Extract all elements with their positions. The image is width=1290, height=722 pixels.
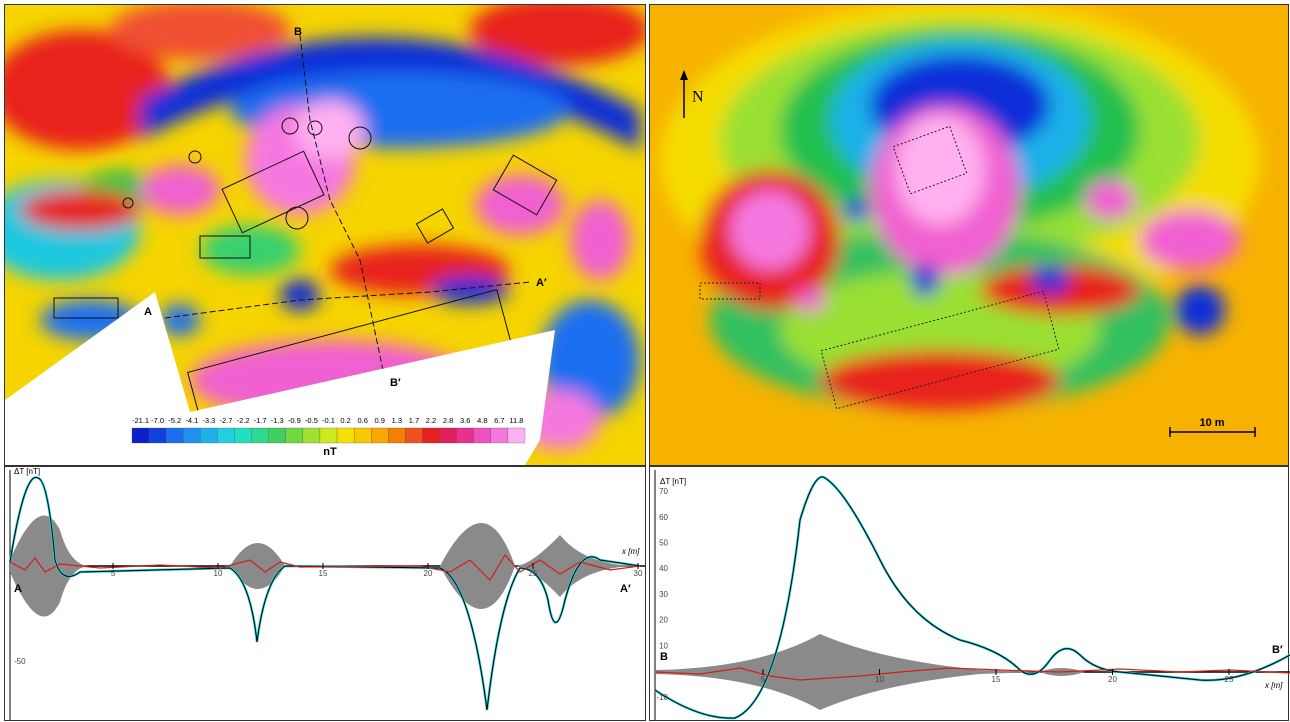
x-axis-label: x [m] bbox=[621, 547, 640, 556]
colorbar-swatch bbox=[490, 427, 509, 444]
colorbar-label: 0.6 bbox=[357, 416, 367, 425]
x-tick-label: 5 bbox=[111, 569, 116, 578]
x-tick-label: 5 bbox=[761, 675, 766, 684]
y-tick-label: 50 bbox=[659, 539, 668, 548]
colorbar-swatch bbox=[251, 427, 269, 444]
x-tick-label: 25 bbox=[529, 569, 538, 578]
colorbar-swatch bbox=[336, 427, 355, 444]
x-tick-label: 25 bbox=[1225, 675, 1234, 684]
colorbar-swatch bbox=[473, 427, 491, 444]
colorbar-label: 0.2 bbox=[340, 416, 350, 425]
colorbar-label: -1.7 bbox=[254, 416, 267, 425]
colorbar-label: -0.1 bbox=[322, 416, 335, 425]
colorbar-label: 2.8 bbox=[443, 416, 453, 425]
x-tick-label: 30 bbox=[634, 569, 643, 578]
colorbar-swatch bbox=[200, 427, 218, 444]
x-tick-label: 10 bbox=[214, 569, 223, 578]
profile-a-plot bbox=[8, 470, 645, 720]
colorbar-label: -0.9 bbox=[288, 416, 301, 425]
y-axis-label: ΔT [nT] bbox=[14, 467, 40, 476]
y-tick-label: 40 bbox=[659, 564, 668, 573]
panel-frames bbox=[4, 4, 1289, 721]
profile-label: B′ bbox=[390, 377, 401, 389]
measured-map bbox=[5, 5, 645, 465]
colorbar-swatch bbox=[217, 427, 235, 444]
profile-end: B′ bbox=[1272, 644, 1283, 656]
colorbar-swatch bbox=[388, 427, 406, 444]
colorbar-label: 4.8 bbox=[477, 416, 487, 425]
scale-bar bbox=[1169, 427, 1256, 437]
y-axis-label: ΔT [nT] bbox=[660, 477, 686, 486]
colorbar-swatch bbox=[131, 427, 150, 444]
north-label: N bbox=[692, 89, 704, 106]
x-tick-label: 10 bbox=[875, 675, 884, 684]
y-tick-label: 20 bbox=[659, 616, 668, 625]
colorbar-label: -2.2 bbox=[237, 416, 250, 425]
y-tick-label: 70 bbox=[659, 487, 668, 496]
profile-label: A bbox=[144, 306, 152, 318]
colorbar-label: 6.7 bbox=[494, 416, 504, 425]
colorbar-label: 1.3 bbox=[392, 416, 402, 425]
x-axis-label: x [m] bbox=[1264, 681, 1283, 690]
colorbar-label: 11.8 bbox=[509, 416, 523, 425]
profile-label: A′ bbox=[536, 277, 547, 289]
y-tick-label: -50 bbox=[14, 657, 26, 666]
colorbar-label: -4.1 bbox=[185, 416, 198, 425]
colorbar-swatch bbox=[166, 427, 184, 444]
profile-b-plot bbox=[654, 470, 1290, 720]
colorbar-swatch bbox=[148, 427, 167, 444]
colorbar-unit: nT bbox=[323, 446, 337, 458]
y-tick-label: 10 bbox=[659, 641, 668, 650]
y-tick-label: 30 bbox=[659, 590, 668, 599]
colorbar-swatch bbox=[319, 427, 338, 444]
colorbar-label: -1.3 bbox=[271, 416, 284, 425]
colorbar-swatch bbox=[507, 427, 526, 444]
profile-start: A bbox=[14, 583, 22, 595]
y-tick-label: -10 bbox=[656, 693, 668, 702]
colorbar-label: -0.5 bbox=[305, 416, 318, 425]
model-map bbox=[650, 5, 1288, 465]
scale-label: 10 m bbox=[1199, 417, 1224, 429]
colorbar-label: 2.2 bbox=[426, 416, 436, 425]
colorbar-label: -3.3 bbox=[202, 416, 215, 425]
colorbar-swatch bbox=[405, 427, 423, 444]
colorbar-label: -21.1 bbox=[132, 416, 149, 425]
colorbar-label: 3.6 bbox=[460, 416, 470, 425]
colorbar-label: -5.2 bbox=[168, 416, 181, 425]
colorbar-label: -2.7 bbox=[220, 416, 233, 425]
colorbar-label: 0.9 bbox=[375, 416, 385, 425]
colorbar-swatch bbox=[439, 427, 457, 444]
x-tick-label: 15 bbox=[992, 675, 1001, 684]
colorbar: -21.1 -7.0 -5.2 -4.1 -3.3 -2.7 -2.2 -1.7 -1.3 -0.… bbox=[131, 416, 526, 444]
colorbar-swatch bbox=[302, 427, 321, 444]
colorbar-swatch bbox=[268, 427, 286, 444]
colorbar-swatch bbox=[285, 427, 304, 444]
colorbar-label: 1.7 bbox=[409, 416, 419, 425]
y-tick-label: 60 bbox=[659, 513, 668, 522]
colorbar-swatch bbox=[422, 427, 440, 444]
profile-end: A′ bbox=[620, 583, 631, 595]
profile-start: B bbox=[660, 651, 668, 663]
colorbar-swatch bbox=[371, 427, 389, 444]
colorbar-swatch bbox=[234, 427, 252, 444]
colorbar-swatch bbox=[456, 427, 474, 444]
x-tick-label: 20 bbox=[424, 569, 433, 578]
x-tick-label: 20 bbox=[1108, 675, 1117, 684]
x-tick-label: 15 bbox=[319, 569, 328, 578]
colorbar-label: -7.0 bbox=[151, 416, 164, 425]
colorbar-swatch bbox=[183, 427, 201, 444]
colorbar-swatch bbox=[353, 427, 372, 444]
north-arrow bbox=[680, 70, 688, 118]
profile-label: B bbox=[294, 26, 302, 38]
